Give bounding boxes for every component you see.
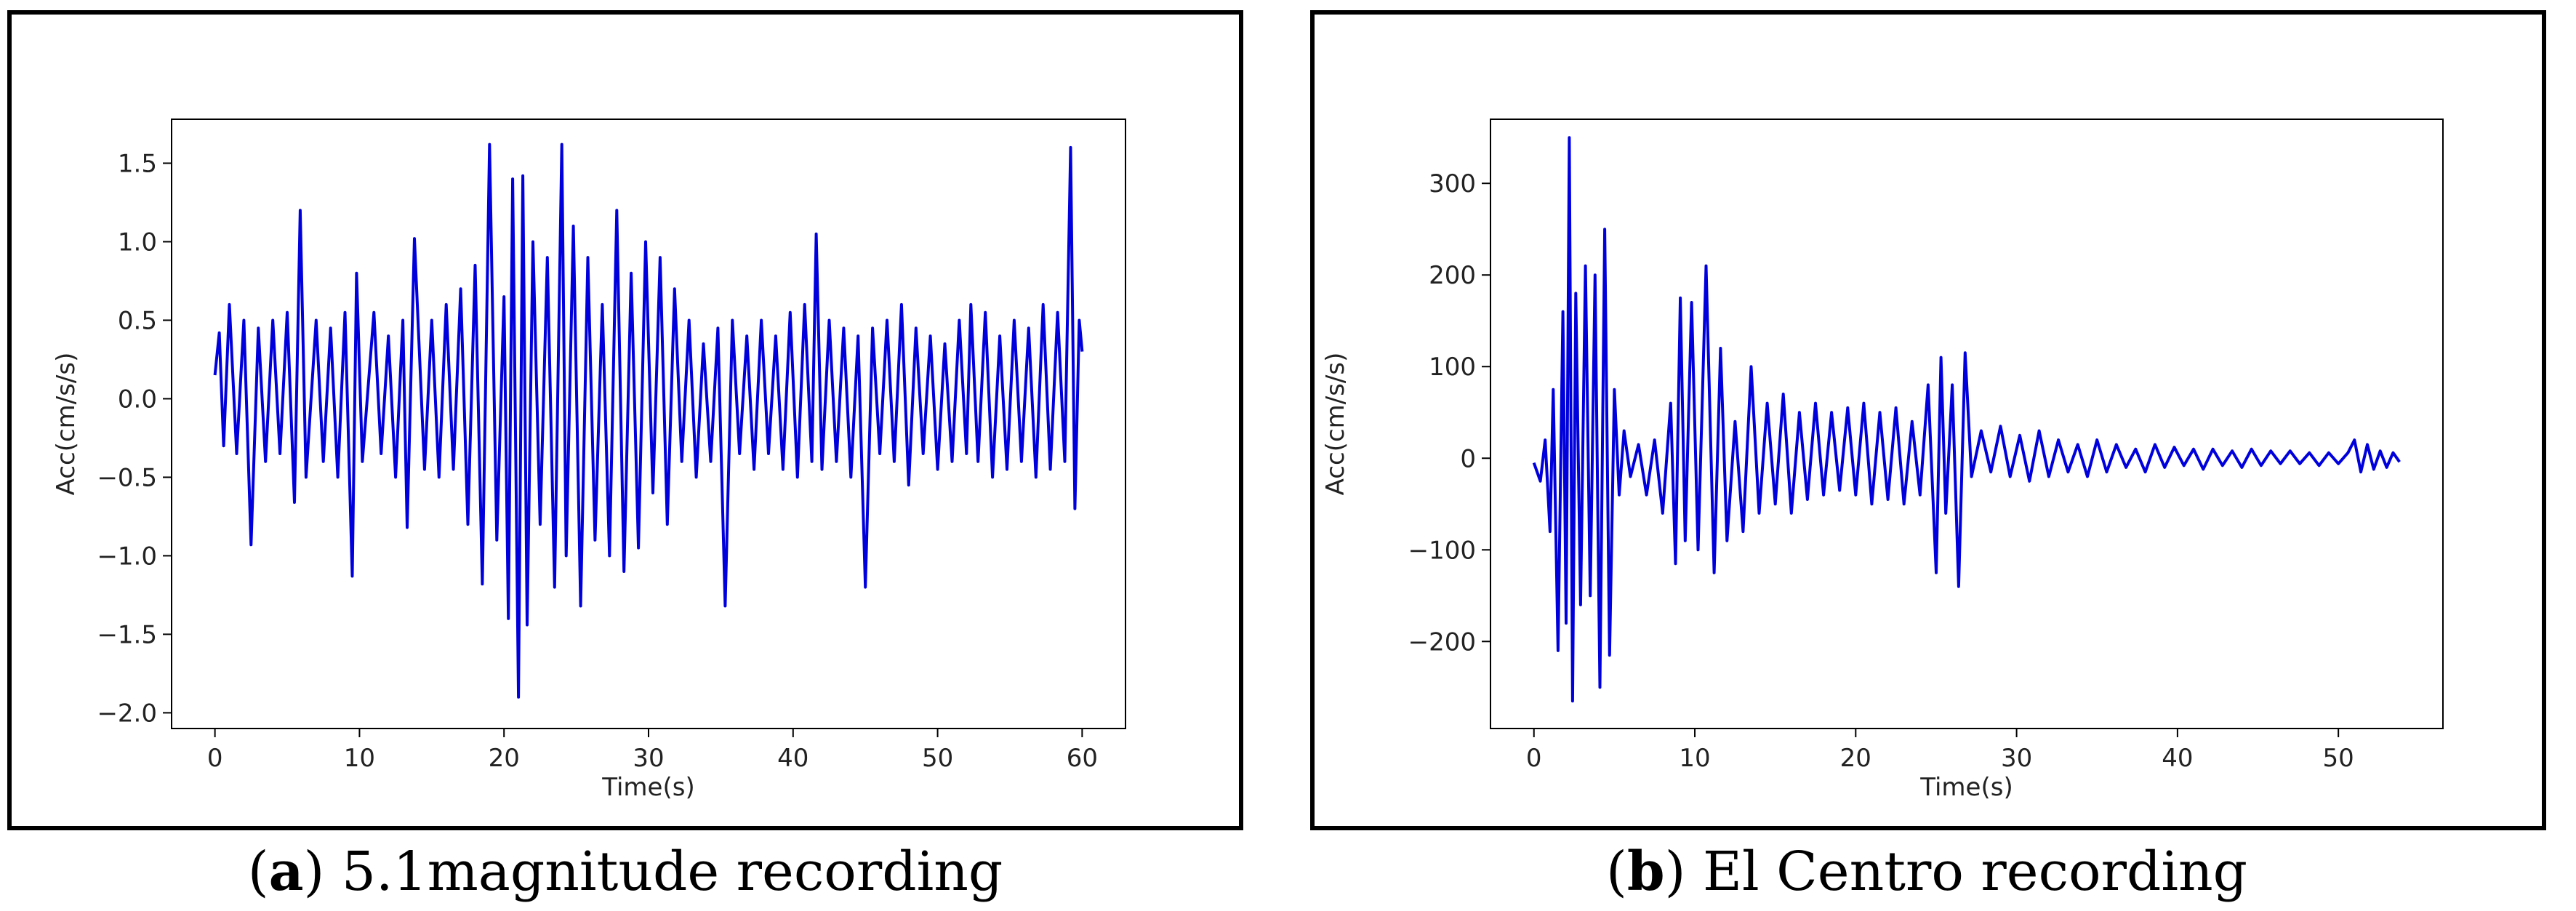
y-tick-label: −100 [1408,536,1476,565]
x-tick-label: 50 [922,744,953,773]
y-tick-label: 100 [1429,353,1476,382]
y-tick-label: −200 [1408,627,1476,657]
chart-b-svg: 0 10 20 30 40 50 −200 −100 0 100 200 300 Time(s) Acc(… [1321,119,2444,802]
x-tick-label: 10 [344,744,375,773]
x-tick-label: 0 [1526,744,1542,773]
y-tick-label: 300 [1429,169,1476,198]
x-tick-label: 50 [2323,744,2354,773]
x-tick-label: 40 [2162,744,2193,773]
y-tick-label: −1.0 [97,542,157,571]
x-tick-label: 0 [207,744,223,773]
chart-a-svg: 0 10 20 30 40 50 60 −2.0 −1.5 −1.0 −0.5 0.0 0.5 1.0 1.… [52,119,1126,802]
series-line [213,143,1084,699]
chart-panel-b: 0 10 20 30 40 50 −200 −100 0 100 200 300 Time(s) Acc(… [1310,10,2546,830]
x-axis-label: Time(s) [1919,773,2013,802]
caption-b: (b) El Centro recording [1605,840,2248,903]
caption-b-letter: b [1626,840,1665,903]
y-tick-label: 1.5 [118,149,157,178]
x-tick-label: 60 [1067,744,1098,773]
caption-a-text: ) 5.1magnitude recording [303,840,1003,903]
x-tick-label: 10 [1679,744,1710,773]
x-tick-label: 30 [2001,744,2032,773]
caption-a-letter: a [268,840,304,903]
y-tick-label: 200 [1429,261,1476,290]
x-tick-label: 30 [633,744,664,773]
y-tick-label: −1.5 [97,620,157,649]
y-tick-label: 1.0 [118,228,157,257]
y-tick-label: 0.0 [118,385,157,414]
plot-frame [171,119,1126,729]
caption-a: (a) 5.1magnitude recording [247,840,1003,903]
caption-b-text: ) El Centro recording [1664,840,2248,903]
x-axis-label: Time(s) [601,773,694,802]
plot-frame [1490,119,2444,729]
x-tick-label: 20 [489,744,520,773]
y-tick-label: 0 [1460,444,1476,473]
y-tick-label: 0.5 [118,306,157,335]
y-tick-label: −0.5 [97,463,157,492]
y-axis-label: Acc(cm/s/s) [1321,353,1350,496]
x-tick-label: 40 [777,744,808,773]
y-axis-label: Acc(cm/s/s) [52,353,81,496]
chart-panel-a: 0 10 20 30 40 50 60 −2.0 −1.5 −1.0 −0.5 0.0 0.5 1.0 1.… [7,10,1243,830]
series-line [1532,136,2401,703]
x-tick-label: 20 [1840,744,1871,773]
y-tick-label: −2.0 [97,699,157,728]
